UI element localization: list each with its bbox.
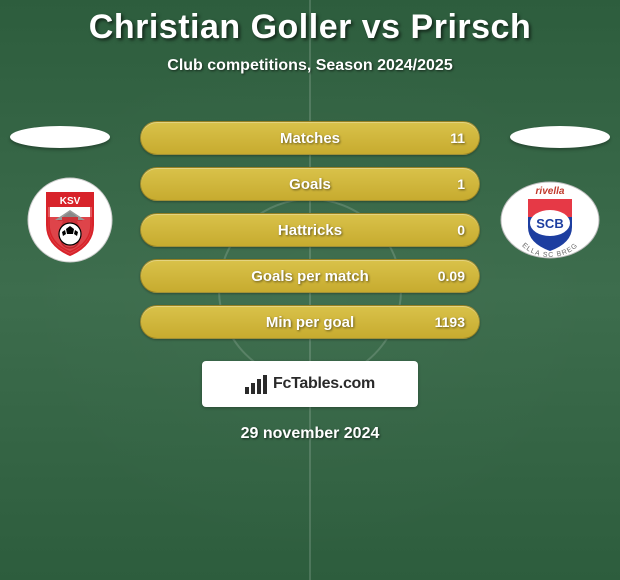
fctables-logo-icon [245, 375, 267, 394]
stat-row-hattricks: Hattricks 0 [140, 213, 480, 247]
stats-list: Matches 11 Goals 1 Hattricks 0 Goals per… [140, 121, 480, 339]
svg-text:ELLA SC BREG: ELLA SC BREG [520, 242, 579, 259]
player-oval-right [510, 126, 610, 148]
page-subtitle: Club competitions, Season 2024/2025 [0, 57, 620, 75]
club-badge-left: KSV KSV [20, 176, 120, 264]
stat-value: 11 [450, 130, 465, 146]
stat-row-matches: Matches 11 [140, 121, 480, 155]
stat-value: 0.09 [438, 268, 465, 284]
svg-text:SCB: SCB [536, 216, 563, 231]
stat-label: Goals [289, 176, 331, 193]
stat-row-goals: Goals 1 [140, 167, 480, 201]
scb-shield-icon: rivella SCB ELLA SC BREG [500, 177, 600, 263]
stat-label: Hattricks [278, 222, 342, 239]
ksv-shield-icon: KSV KSV [27, 177, 113, 263]
footer-date: 29 november 2024 [0, 425, 620, 443]
club-badge-right: rivella SCB ELLA SC BREG [500, 176, 600, 264]
stat-label: Matches [280, 130, 340, 147]
stat-value: 0 [457, 222, 465, 238]
stat-label: Min per goal [266, 314, 354, 331]
content-wrapper: Christian Goller vs Prirsch Club competi… [0, 0, 620, 443]
svg-text:rivella: rivella [536, 186, 565, 197]
brand-footer[interactable]: FcTables.com [202, 361, 418, 407]
player-oval-left [10, 126, 110, 148]
stat-value: 1 [457, 176, 465, 192]
stat-row-gpm: Goals per match 0.09 [140, 259, 480, 293]
page-title: Christian Goller vs Prirsch [0, 8, 620, 47]
svg-text:KSV: KSV [60, 196, 81, 207]
svg-text:KSV: KSV [59, 195, 82, 207]
stat-row-mpg: Min per goal 1193 [140, 305, 480, 339]
brand-text: FcTables.com [273, 375, 375, 393]
stat-label: Goals per match [251, 268, 369, 285]
stat-value: 1193 [435, 314, 465, 330]
